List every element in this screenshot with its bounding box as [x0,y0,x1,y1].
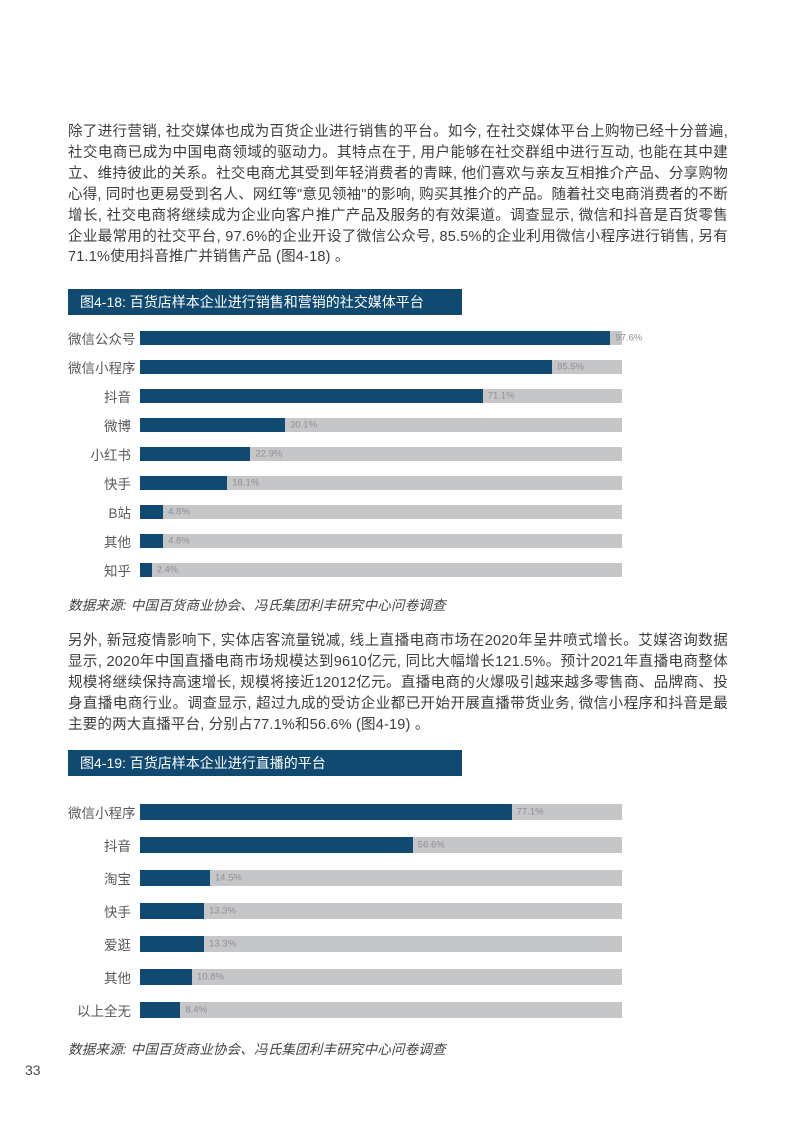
category-label: 其他 [104,535,131,551]
value-label: 10.8% [197,971,224,983]
bar-track: 71.1% [140,389,622,404]
value-label: 97.6% [615,332,643,344]
value-label: 77.1% [516,806,544,818]
value-label: 4.8% [168,506,190,518]
bar-track: 30.1% [140,418,622,433]
bar-row: 淘宝 14.5% [68,868,622,888]
bar [140,476,228,491]
bar-row: 微信公众号 97.6% [68,328,642,348]
bar [140,935,205,952]
bar [140,836,413,853]
bar [140,418,286,433]
bar-row: 快手 18.1% [68,473,622,493]
bar-row: 微信小程序 85.5% [68,357,622,377]
bar [140,869,210,886]
bar [140,902,205,919]
bar-track: 18.1% [140,476,622,491]
data-source-note-fig4-19: 数据来源: 中国百货商业协会、冯氏集团利丰研究中心问卷调查 [68,1041,446,1057]
value-label: 85.5% [557,361,585,373]
bar [140,360,553,375]
bar-track: 4.8% [140,534,622,549]
category-label: 小红书 [90,448,132,464]
bar-row: 微博 30.1% [68,415,622,435]
category-label: 微信公众号 [68,332,136,348]
bar-row: 其他 10.8% [68,967,622,987]
bar-chart-fig4-18: 微信公众号 97.6% 微信小程序 85.5% 抖音 71.1% 微博 30.1% 小红书 22.… [68,328,642,580]
value-label: 8.4% [185,1004,208,1016]
bar-track: 2.4% [140,563,622,578]
bar-row: 微信小程序 77.1% [68,802,622,822]
bar [140,534,164,549]
value-label: 71.1% [487,390,515,402]
category-label: 淘宝 [104,871,131,887]
value-label: 2.4% [156,564,179,576]
bar-track: 22.9% [140,447,622,462]
bar [140,505,164,520]
value-label: 18.1% [232,477,260,489]
data-source-note-fig4-18: 数据来源: 中国百货商业协会、冯氏集团利丰研究中心问卷调查 [68,598,446,614]
chart-title-banner-fig4-19: 图4-19: 百货店样本企业进行直播的平台 [68,749,462,776]
value-label: 22.9% [255,448,283,460]
paragraph-livestream-commerce: 另外, 新冠疫情影响下, 实体店客流量锐减, 线上直播电商市场在2020年呈井喷… [68,633,728,733]
value-label: 13.3% [209,905,237,917]
category-label: 爱逛 [104,937,131,953]
value-label: 30.1% [290,419,318,431]
bar [140,803,512,820]
bar-row: 抖音 56.6% [68,835,622,855]
bar-row: 抖音 71.1% [68,386,622,406]
bar-row: B站 4.8% [68,502,622,522]
bar-track: 4.8% [140,505,622,520]
category-label: 微信小程序 [68,805,136,821]
page-content: 除了进行营销, 社交媒体也成为百货企业进行销售的平台。如今, 在社交媒体平台上购… [68,0,728,1058]
paragraph-social-commerce: 除了进行营销, 社交媒体也成为百货企业进行销售的平台。如今, 在社交媒体平台上购… [68,124,728,266]
bar-track: 77.1% [140,803,622,820]
bar-track: 14.5% [140,869,622,886]
bar-row: 其他 4.8% [68,531,622,551]
category-label: 其他 [104,970,131,986]
bar-track: 13.3% [140,902,622,919]
category-label: 快手 [104,477,131,493]
value-label: 14.5% [214,872,242,884]
category-label: 抖音 [104,390,131,406]
value-label: 13.3% [209,938,237,950]
category-label: B站 [108,506,131,522]
value-label: 4.8% [168,535,190,547]
bar-track: 56.6% [140,836,622,853]
bar-chart-fig4-19: 微信小程序 77.1% 抖音 56.6% 淘宝 14.5% 快手 13.3% 爱逛 13.3% 其他… [68,802,622,1020]
bar-row: 爱逛 13.3% [68,934,622,954]
category-label: 微信小程序 [68,361,136,377]
bar [140,968,193,985]
bar-track: 97.6% [140,331,642,346]
bar [140,1001,181,1018]
bar [140,389,483,404]
bar-row: 快手 13.3% [68,901,622,921]
category-label: 微博 [104,419,131,435]
chart-title-banner-fig4-18: 图4-18: 百货店样本企业进行销售和营销的社交媒体平台 [68,289,462,316]
bar-row: 知乎 2.4% [68,560,622,580]
bar-track: 85.5% [140,360,622,375]
bar-track: 13.3% [140,935,622,952]
bar-row: 以上全无 8.4% [68,1000,622,1020]
category-label: 抖音 [104,838,131,854]
page-number: 33 [25,1062,41,1078]
bar-track: 8.4% [140,1001,622,1018]
bar [140,563,152,578]
bar [140,331,611,346]
bar [140,447,251,462]
category-label: 以上全无 [77,1003,131,1019]
bar-track: 10.8% [140,968,622,985]
bar-row: 小红书 22.9% [68,444,622,464]
value-label: 56.6% [417,839,445,851]
category-label: 知乎 [104,564,131,580]
category-label: 快手 [104,904,131,920]
